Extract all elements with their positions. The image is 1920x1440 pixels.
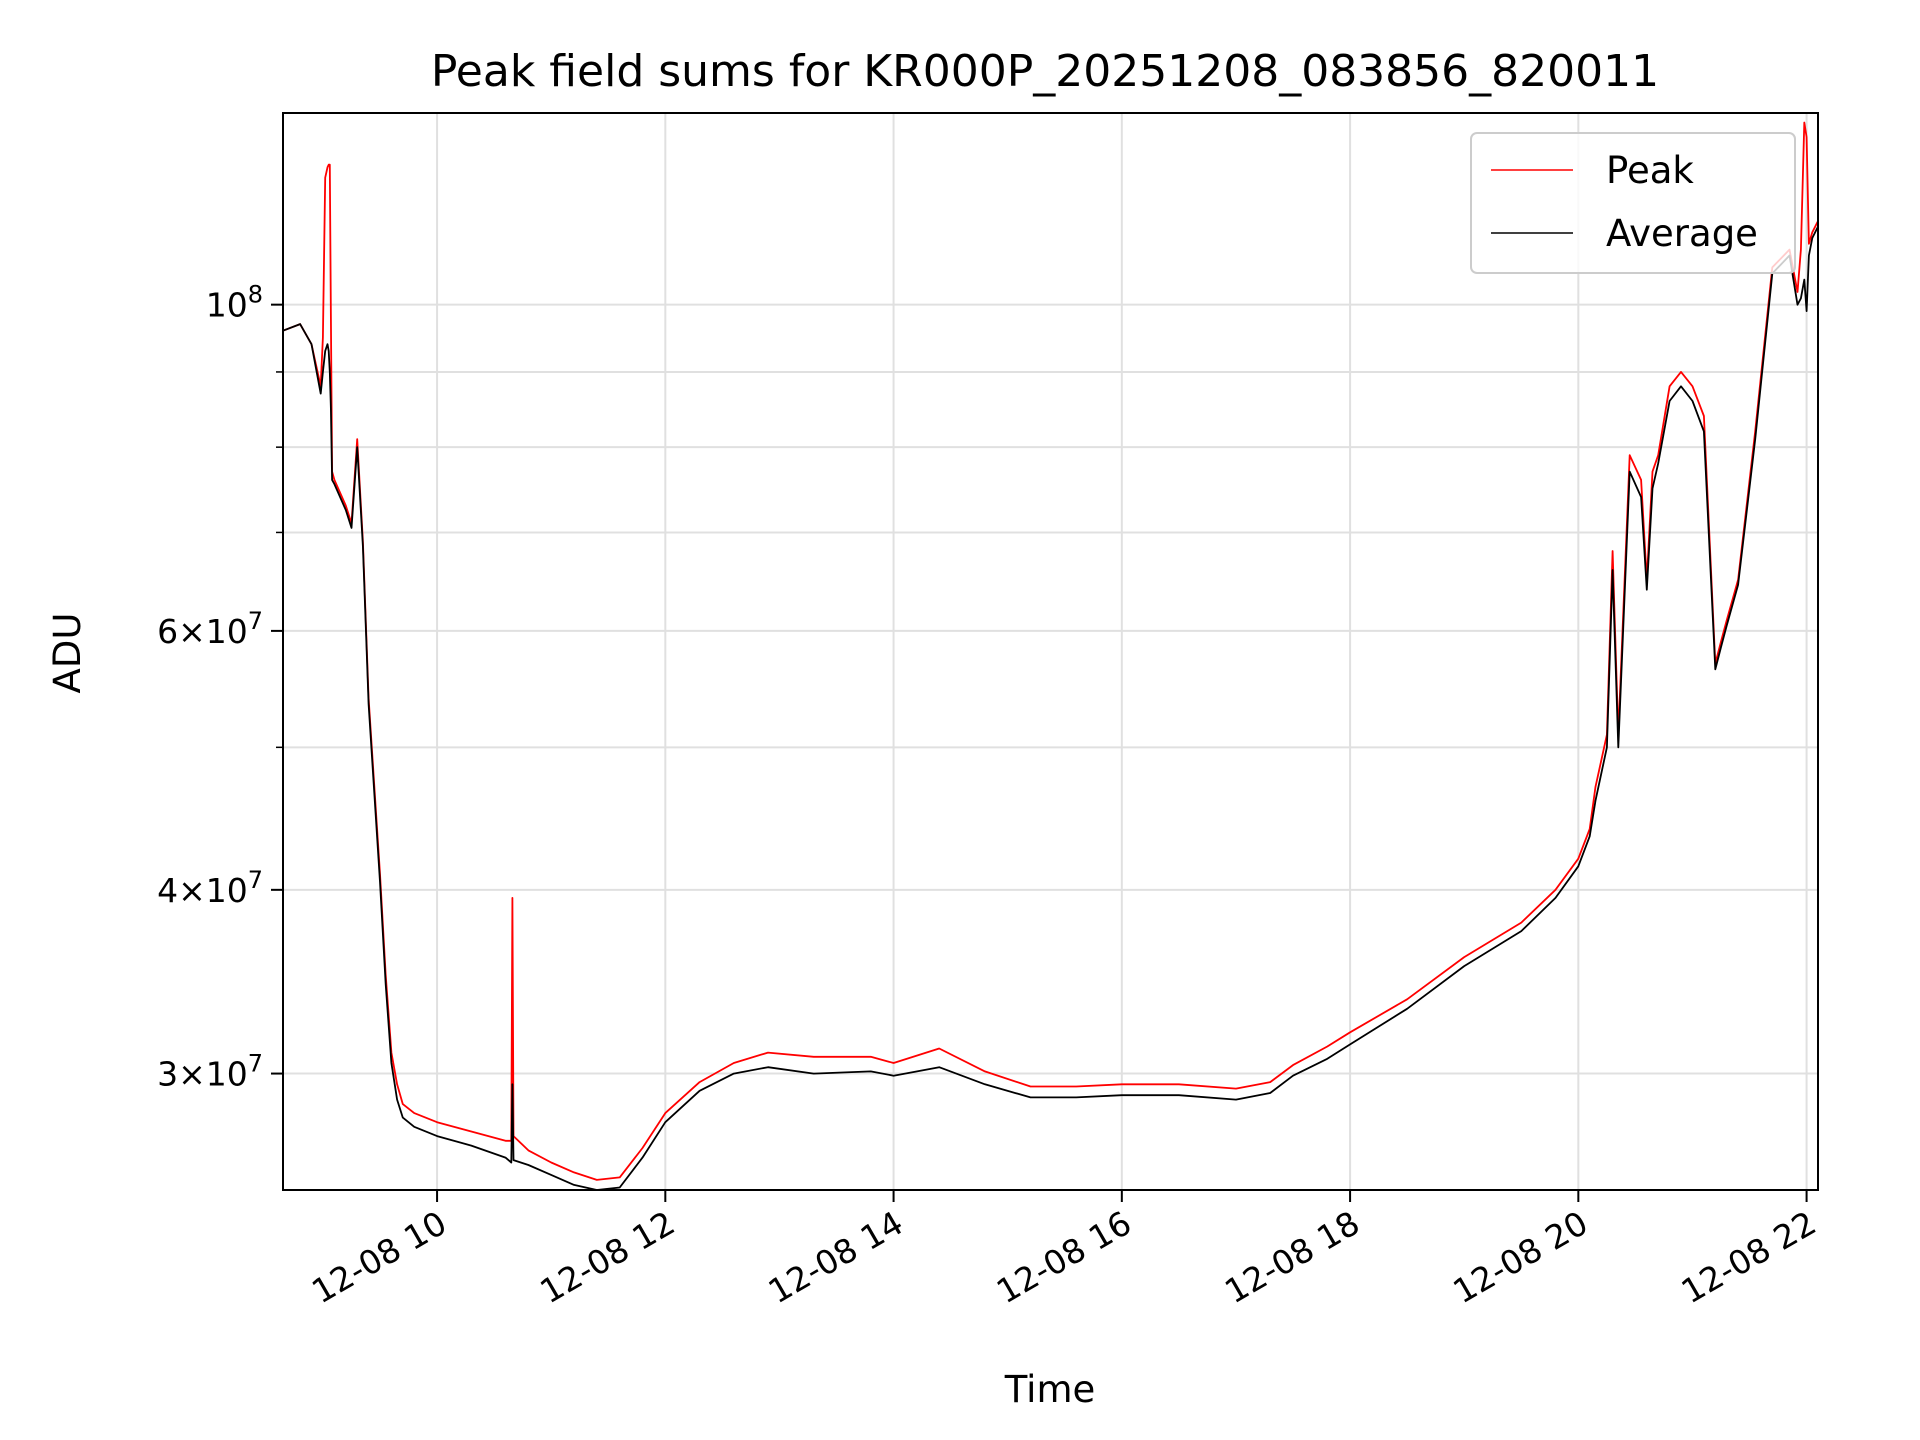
legend-average-label: Average: [1606, 212, 1758, 255]
legend: Peak Average: [1470, 132, 1796, 274]
plot-area-frame: [282, 112, 1819, 1191]
y-tick-label: 3×107: [157, 1050, 263, 1094]
y-tick-label: 6×107: [157, 607, 263, 651]
series-layer: [283, 121, 1818, 1190]
series-line-average: [283, 226, 1818, 1190]
legend-box: [1470, 132, 1796, 274]
grid: [283, 113, 1818, 1190]
y-axis-label: ADU: [46, 613, 89, 694]
y-tick-label: 108: [206, 281, 263, 325]
y-axis: 108 6×107 4×107 3×107: [157, 281, 283, 1094]
legend-peak-label: Peak: [1606, 149, 1694, 192]
x-axis-label: Time: [1004, 1368, 1096, 1411]
chart-title: Peak field sums for KR000P_20251208_0838…: [431, 46, 1659, 97]
y-tick-label: 4×107: [157, 866, 263, 910]
